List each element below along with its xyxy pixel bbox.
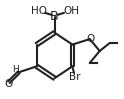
Text: Br: Br [69,72,80,82]
Text: O: O [4,79,13,89]
Text: OH: OH [63,6,79,16]
Text: O: O [86,34,94,44]
Text: B: B [50,10,59,23]
Text: HO: HO [31,6,47,16]
Text: H: H [13,65,19,74]
